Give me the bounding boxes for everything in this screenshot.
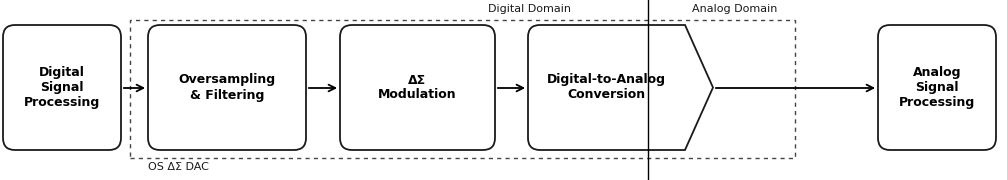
FancyBboxPatch shape xyxy=(148,25,306,150)
FancyBboxPatch shape xyxy=(340,25,495,150)
FancyBboxPatch shape xyxy=(3,25,121,150)
Bar xyxy=(130,20,795,158)
Text: Digital-to-Analog
Conversion: Digital-to-Analog Conversion xyxy=(547,73,666,102)
FancyBboxPatch shape xyxy=(878,25,996,150)
PathPatch shape xyxy=(528,25,713,150)
Text: Analog Domain: Analog Domain xyxy=(693,4,777,14)
Text: OS ΔΣ DAC: OS ΔΣ DAC xyxy=(148,162,208,172)
Text: Digital Domain: Digital Domain xyxy=(488,4,572,14)
Text: Analog
Signal
Processing: Analog Signal Processing xyxy=(899,66,975,109)
Text: Digital
Signal
Processing: Digital Signal Processing xyxy=(24,66,100,109)
Text: ΔΣ
Modulation: ΔΣ Modulation xyxy=(379,73,457,102)
Text: Oversampling
& Filtering: Oversampling & Filtering xyxy=(178,73,276,102)
